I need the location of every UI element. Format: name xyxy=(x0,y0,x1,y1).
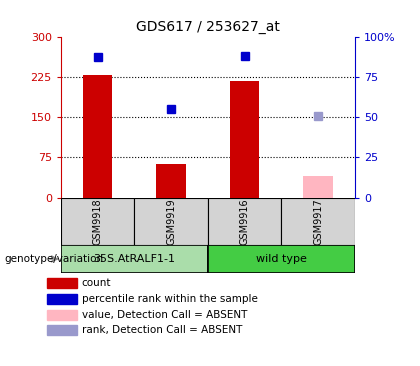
Text: wild type: wild type xyxy=(256,254,307,264)
Bar xyxy=(230,81,260,198)
Bar xyxy=(157,164,186,198)
Bar xyxy=(61,245,208,273)
Bar xyxy=(134,198,208,245)
Bar xyxy=(208,198,281,245)
Bar xyxy=(61,198,134,245)
Bar xyxy=(83,75,113,198)
Title: GDS617 / 253627_at: GDS617 / 253627_at xyxy=(136,20,280,34)
Bar xyxy=(47,310,76,320)
Text: count: count xyxy=(82,279,111,288)
Text: GSM9919: GSM9919 xyxy=(166,198,176,245)
Text: GSM9918: GSM9918 xyxy=(93,198,102,245)
Text: percentile rank within the sample: percentile rank within the sample xyxy=(82,294,258,304)
Text: GSM9916: GSM9916 xyxy=(240,198,249,245)
Text: GSM9917: GSM9917 xyxy=(313,198,323,245)
Text: genotype/variation: genotype/variation xyxy=(4,254,103,264)
Bar xyxy=(47,294,76,304)
Bar xyxy=(47,279,76,288)
Text: rank, Detection Call = ABSENT: rank, Detection Call = ABSENT xyxy=(82,325,242,336)
Text: value, Detection Call = ABSENT: value, Detection Call = ABSENT xyxy=(82,310,247,320)
Bar xyxy=(281,198,355,245)
Text: 35S.AtRALF1-1: 35S.AtRALF1-1 xyxy=(93,254,176,264)
Bar xyxy=(208,245,355,273)
Bar xyxy=(47,325,76,336)
Bar xyxy=(303,176,333,198)
